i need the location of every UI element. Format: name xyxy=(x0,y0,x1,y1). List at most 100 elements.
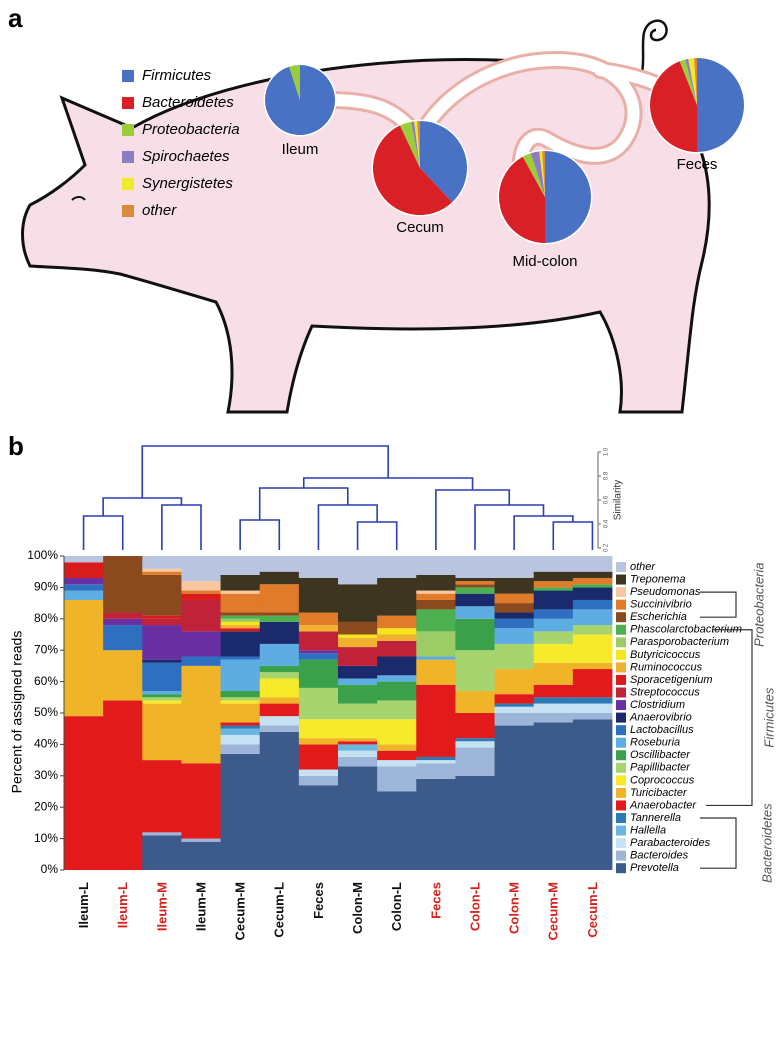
bar-segment xyxy=(377,634,417,641)
pie-slice xyxy=(372,125,453,215)
bar-segment xyxy=(377,577,417,616)
legend-swatch xyxy=(616,750,626,761)
bar-segment xyxy=(533,697,574,704)
similarity-tick-label: 0.4 xyxy=(604,519,610,528)
bar-segment xyxy=(64,599,104,717)
bar-segment xyxy=(220,744,261,754)
bar-segment xyxy=(220,703,261,723)
legend-label: Prevotella xyxy=(630,862,679,874)
bar-segment xyxy=(220,593,261,613)
legend-swatch xyxy=(122,205,134,217)
bar-segment xyxy=(259,665,300,673)
similarity-tick-label: 0.2 xyxy=(604,543,610,552)
bar-segment xyxy=(377,744,417,751)
bar-segment xyxy=(298,738,339,745)
bar-segment xyxy=(338,621,378,635)
legend-swatch xyxy=(616,838,626,849)
legend-label: Lactobacillus xyxy=(630,724,694,736)
bar-segment xyxy=(533,556,574,572)
pie-label: Feces xyxy=(677,156,718,173)
bar-segment xyxy=(377,656,417,676)
bar-segment xyxy=(455,587,495,594)
bar-segment xyxy=(338,750,378,757)
similarity-tick-label: 0.8 xyxy=(604,471,610,480)
bar-segment xyxy=(142,618,182,626)
bar-segment xyxy=(64,556,104,563)
pie-slice xyxy=(411,121,420,168)
bar-segment xyxy=(338,719,378,739)
bar-segment xyxy=(338,678,378,685)
legend-label: Anaerobacter xyxy=(629,799,697,811)
bar-segment xyxy=(338,637,378,648)
legend-label: Roseburia xyxy=(630,737,680,749)
legend-swatch xyxy=(616,574,626,585)
bar-segment xyxy=(220,556,261,575)
y-tick-label: 10% xyxy=(34,831,58,845)
x-tick-label: Ileum-L xyxy=(76,882,91,928)
bar-segment xyxy=(220,697,261,701)
pie-slice xyxy=(420,121,467,203)
legend-label: Spirochaetes xyxy=(142,148,230,165)
pie-label: Mid-colon xyxy=(512,253,577,270)
bar-segment xyxy=(220,691,261,698)
bar-segment xyxy=(572,634,613,663)
bar-segment xyxy=(416,778,456,870)
legend-label: Clostridium xyxy=(630,699,685,711)
legend-label: Firmicutes xyxy=(142,67,212,84)
bar-segment xyxy=(181,593,221,600)
legend-swatch xyxy=(122,124,134,136)
phylum-label: Firmicutes xyxy=(761,687,776,747)
bar-segment xyxy=(142,760,182,833)
bar-segment xyxy=(572,703,613,713)
legend-swatch xyxy=(616,637,626,648)
bar-segment xyxy=(338,647,378,666)
bar-segment xyxy=(220,628,261,632)
x-tick-label: Colon-M xyxy=(507,882,522,934)
pie-slice xyxy=(694,58,697,105)
bar-segment xyxy=(298,556,339,578)
legend-label: Ruminococcus xyxy=(630,661,703,673)
bar-segment xyxy=(455,618,495,651)
pie-slice xyxy=(289,65,300,100)
bar-segment xyxy=(220,590,261,594)
bar-segment xyxy=(298,775,339,786)
bar-segment xyxy=(338,703,378,720)
bar-segment xyxy=(416,631,456,657)
bar-segment xyxy=(533,643,574,663)
legend-swatch xyxy=(616,825,626,836)
bar-segment xyxy=(220,615,261,619)
bar-segment xyxy=(64,584,104,591)
bar-segment xyxy=(455,556,495,578)
bar-segment xyxy=(64,590,104,600)
legend-swatch xyxy=(122,178,134,190)
bar-segment xyxy=(494,628,535,644)
bar-segment xyxy=(377,700,417,720)
legend-label: Streptococcus xyxy=(630,686,700,698)
y-tick-label: 40% xyxy=(34,737,58,751)
bar-segment xyxy=(298,785,339,870)
bar-segment xyxy=(494,703,535,707)
bar-segment xyxy=(259,672,300,679)
bar-segment xyxy=(181,656,221,666)
legend-swatch xyxy=(616,712,626,723)
bar-segment xyxy=(494,694,535,704)
bar-segment xyxy=(220,618,261,622)
y-tick-label: 0% xyxy=(41,862,59,876)
pie-slice xyxy=(414,121,420,168)
bar-segment xyxy=(142,694,182,698)
y-axis-label: Percent of assigned reads xyxy=(9,631,25,794)
y-tick-label: 70% xyxy=(34,642,58,656)
bar-segment xyxy=(220,631,261,657)
legend-swatch xyxy=(616,649,626,660)
legend-swatch xyxy=(616,587,626,598)
x-tick-label: Ileum-M xyxy=(193,882,208,931)
legend-swatch xyxy=(616,674,626,685)
bar-segment xyxy=(416,556,456,575)
bar-segment xyxy=(416,656,456,660)
bar-segment xyxy=(572,587,613,600)
bar-segment xyxy=(103,612,143,619)
legend-swatch xyxy=(122,151,134,163)
bar-segment xyxy=(416,763,456,779)
bar-segment xyxy=(259,697,300,704)
bar-segment xyxy=(533,609,574,619)
